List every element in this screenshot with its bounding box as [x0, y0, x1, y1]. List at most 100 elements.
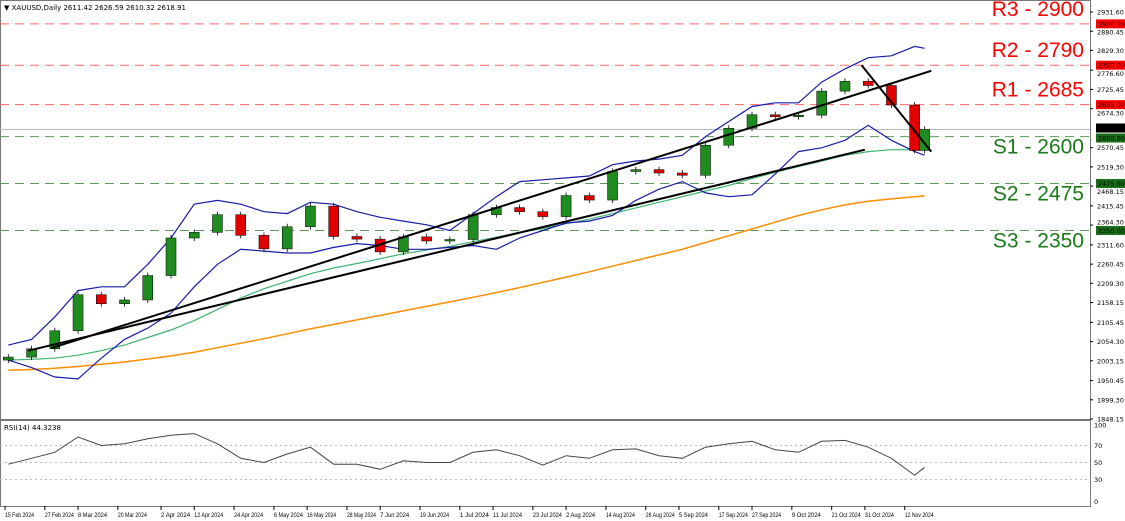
y-tick-label: 2570.45 — [1097, 144, 1124, 152]
bullish-candle — [839, 81, 851, 92]
y-tick-label: 2105.45 — [1097, 319, 1124, 327]
rsi-level-label: 50 — [1094, 459, 1102, 467]
y-tick-label: 1848.15 — [1097, 416, 1124, 424]
x-tick-label: 14 Aug 2024 — [606, 513, 636, 519]
bearish-candle — [258, 235, 270, 250]
bullish-candle — [305, 205, 316, 227]
x-tick-label: 31 Oct 2024 — [865, 513, 895, 519]
x-tick-label: 9 Oct 2024 — [792, 513, 822, 519]
x-tick-label: 24 Apr 2024 — [234, 513, 264, 519]
triangle-down-icon[interactable]: ▼ — [4, 4, 10, 12]
level-label: R2 - 2790 — [992, 39, 1084, 62]
high-value: 2626.59 — [94, 4, 124, 12]
y-tick-label: 2725.45 — [1097, 86, 1124, 94]
bullish-candle — [142, 275, 154, 301]
bullish-candle — [607, 171, 618, 201]
x-tick-label: 2 Aug 2024 — [566, 513, 596, 519]
x-tick-label: 26 Aug 2024 — [646, 513, 676, 519]
y-tick-label: 2311.60 — [1097, 241, 1124, 249]
x-tick-label: 27 Sep 2024 — [752, 513, 782, 519]
y-tick-label: 2776.60 — [1097, 70, 1124, 78]
x-tick-label: 5 Sep 2024 — [679, 513, 709, 519]
level-label: S1 - 2600 — [993, 136, 1084, 159]
bullish-candle — [560, 195, 572, 217]
rsi-level-label: 70 — [1094, 442, 1102, 450]
rsi-header: RSI(14) 44.3238 — [4, 424, 61, 432]
y-tick-label: 2209.30 — [1097, 280, 1124, 288]
rsi-label: RSI(14) — [4, 424, 30, 432]
bullish-candle — [165, 237, 177, 276]
bullish-candle — [3, 356, 14, 361]
bearish-candle — [862, 81, 874, 86]
y-tick-label: 2674.30 — [1097, 109, 1124, 117]
bullish-candle — [119, 299, 130, 304]
bearish-candle — [514, 207, 525, 212]
x-tick-label: 19 Jun 2024 — [420, 513, 450, 519]
bullish-candle — [212, 214, 223, 233]
y-tick-label: 2054.30 — [1097, 338, 1124, 346]
bearish-candle — [96, 294, 107, 304]
bullish-candle — [919, 129, 930, 151]
price-tag-label: 2475.00 — [1098, 180, 1125, 188]
price-tag — [1096, 133, 1125, 143]
bearish-candle — [421, 236, 432, 242]
x-tick-label: 11 Jul 2024 — [493, 513, 523, 519]
y-tick-label: 2415.45 — [1097, 202, 1124, 210]
price-tag-label: 2350.00 — [1098, 227, 1125, 235]
open-value: 2611.42 — [63, 4, 93, 12]
rsi-level-label: 100 — [1094, 422, 1106, 430]
rsi-level-label: 0 — [1094, 498, 1098, 506]
bearish-candle — [769, 114, 781, 117]
x-tick-label: 15 Feb 2024 — [5, 513, 35, 519]
x-tick-label: 2 Apr 2024 — [161, 513, 191, 519]
x-tick-label: 28 May 2024 — [347, 513, 377, 519]
y-tick-label: 2260.45 — [1097, 261, 1124, 269]
current-price-tag — [1096, 123, 1125, 133]
x-tick-label: 12 Apr 2024 — [194, 513, 224, 519]
y-tick-label: 2880.45 — [1097, 29, 1124, 37]
price-tag — [1096, 225, 1125, 235]
x-tick-label: 17 Sep 2024 — [719, 513, 749, 519]
bollinger-upper-line — [8, 45, 925, 346]
low-value: 2610.32 — [125, 4, 155, 12]
price-tag-label: 2900.00 — [1098, 20, 1125, 28]
rsi-line — [8, 433, 925, 476]
rsi-level-label: 30 — [1094, 476, 1102, 484]
chart-frame — [0, 0, 1091, 507]
x-tick-label: 12 Nov 2024 — [905, 513, 935, 519]
rsi-value: 44.3238 — [31, 424, 61, 432]
bearish-candle — [351, 236, 363, 240]
bearish-candle — [677, 172, 688, 176]
price-tag — [1096, 60, 1125, 70]
trendline — [860, 64, 933, 153]
trendline — [51, 69, 932, 350]
x-tick-label: 16 May 2024 — [307, 513, 337, 519]
y-tick-label: 2829.30 — [1097, 47, 1124, 55]
y-tick-label: 2364.30 — [1097, 218, 1124, 226]
price-tag-label: 2685.00 — [1098, 101, 1125, 109]
price-tag — [1096, 19, 1125, 29]
y-tick-label: 1899.30 — [1097, 396, 1124, 404]
price-tag — [1096, 100, 1125, 110]
bullish-candle — [281, 226, 293, 250]
x-tick-label: 27 Feb 2024 — [45, 513, 75, 519]
x-tick-label: 1 Jul 2024 — [460, 513, 490, 519]
chart-header: ▼ XAUUSD,Daily 2611.42 2626.59 2610.32 2… — [4, 4, 186, 12]
bearish-candle — [235, 214, 246, 236]
x-tick-label: 6 May 2024 — [274, 513, 304, 519]
bearish-candle — [328, 205, 339, 237]
current-price-tag-label: 2618.91 — [1098, 125, 1125, 133]
bullish-candle — [26, 348, 37, 358]
bullish-candle — [444, 239, 456, 242]
bearish-candle — [537, 211, 549, 217]
price-tag-label: 2600.00 — [1098, 135, 1125, 143]
ma-200-line — [8, 195, 925, 371]
level-label: R3 - 2900 — [992, 0, 1084, 21]
close-value: 2618.91 — [157, 4, 186, 12]
x-tick-label: 8 Mar 2024 — [78, 513, 108, 519]
bullish-candle — [816, 90, 827, 116]
level-label: S2 - 2475 — [993, 183, 1084, 206]
bearish-candle — [653, 169, 665, 174]
bullish-candle — [72, 294, 84, 332]
